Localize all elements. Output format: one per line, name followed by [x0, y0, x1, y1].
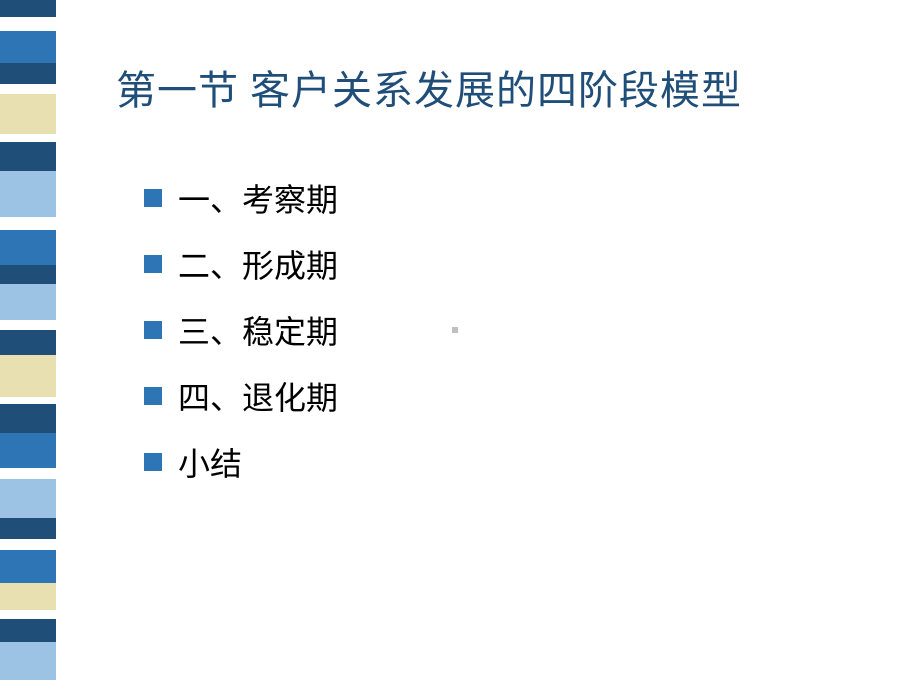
sidebar-stripe: [0, 265, 56, 284]
bullet-text: 四、退化期: [178, 373, 338, 419]
sidebar-stripe: [0, 479, 56, 517]
sidebar-stripe: [0, 17, 56, 30]
sidebar-stripe: [0, 0, 56, 17]
sidebar-stripe: [0, 63, 56, 84]
sidebar-stripe: [0, 94, 56, 134]
sidebar-stripe: [0, 230, 56, 265]
bullet-item: 一、考察期: [144, 175, 338, 221]
bullet-list: 一、考察期二、形成期三、稳定期四、退化期小结: [144, 175, 338, 505]
bullet-text: 小结: [178, 439, 242, 485]
slide-title: 第一节 客户关系发展的四阶段模型: [116, 58, 742, 116]
bullet-text: 一、考察期: [178, 175, 338, 221]
bullet-item: 三、稳定期: [144, 307, 338, 353]
sidebar-stripe: [0, 84, 56, 94]
bullet-marker-icon: [144, 453, 162, 471]
bullet-marker-icon: [144, 387, 162, 405]
sidebar-stripe: [0, 642, 56, 680]
sidebar-stripe: [0, 433, 56, 468]
sidebar-stripe: [0, 330, 56, 355]
sidebar-stripe: [0, 404, 56, 433]
sidebar-stripe: [0, 171, 56, 217]
slide-content: 第一节 客户关系发展的四阶段模型 一、考察期二、形成期三、稳定期四、退化期小结: [56, 0, 920, 690]
sidebar-stripe: [0, 680, 56, 690]
sidebar-stripe: [0, 619, 56, 642]
bullet-marker-icon: [144, 255, 162, 273]
bullet-text: 三、稳定期: [178, 307, 338, 353]
bullet-item: 二、形成期: [144, 241, 338, 287]
bullet-item: 小结: [144, 439, 338, 485]
sidebar-stripe: [0, 468, 56, 480]
bullet-marker-icon: [144, 189, 162, 207]
sidebar-stripe: [0, 518, 56, 539]
sidebar-stripe: [0, 217, 56, 230]
bullet-text: 二、形成期: [178, 241, 338, 287]
sidebar-stripe: [0, 355, 56, 397]
sidebar-stripe: [0, 610, 56, 620]
sidebar-stripe: [0, 31, 56, 64]
decorative-sidebar: [0, 0, 56, 690]
sidebar-stripe: [0, 142, 56, 171]
sidebar-stripe: [0, 550, 56, 583]
sidebar-stripe: [0, 284, 56, 320]
sidebar-stripe: [0, 320, 56, 330]
sidebar-stripe: [0, 397, 56, 405]
sidebar-stripe: [0, 134, 56, 142]
bullet-item: 四、退化期: [144, 373, 338, 419]
sidebar-stripe: [0, 583, 56, 610]
center-dot: [452, 327, 458, 333]
bullet-marker-icon: [144, 321, 162, 339]
sidebar-stripe: [0, 539, 56, 551]
